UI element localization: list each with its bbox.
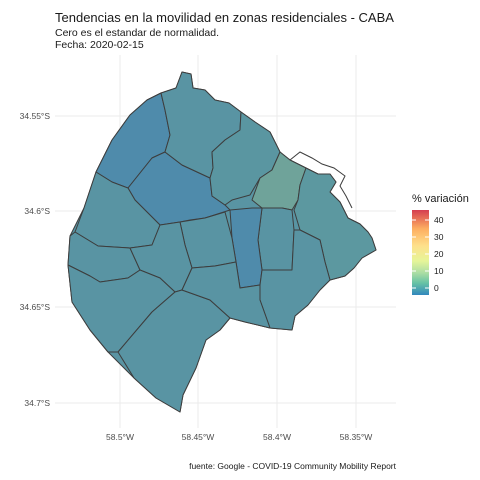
comuna-4-west: [181, 261, 271, 329]
x-tick-label: 58.45°W: [182, 432, 215, 442]
comuna-3: [257, 207, 295, 271]
caba-map: [67, 71, 377, 413]
y-tick-label: 34.6°S: [24, 206, 50, 216]
x-axis: 58.5°W 58.45°W 58.4°W 58.35°W: [106, 432, 372, 442]
port-outline: [289, 151, 353, 209]
legend: % variación 40 30 20 10 0: [412, 193, 469, 295]
legend-ticks: [412, 219, 429, 289]
legend-tick-label: 20: [434, 249, 444, 259]
x-tick-label: 58.4°W: [263, 432, 291, 442]
legend-tick-label: 40: [434, 215, 444, 225]
comuna-1: [293, 167, 377, 281]
map-date: Fecha: 2020-02-15: [55, 39, 144, 51]
comuna-14: [209, 111, 281, 206]
x-tick-label: 58.5°W: [106, 432, 134, 442]
map-title: Tendencias en la movilidad en zonas resi…: [55, 10, 394, 25]
y-tick-label: 34.7°S: [24, 398, 50, 408]
y-tick-label: 34.65°S: [20, 302, 51, 312]
legend-colorbar: [412, 210, 429, 295]
y-tick-label: 34.55°S: [20, 111, 51, 121]
map-subtitle: Cero es el estandar de normalidad.: [55, 27, 219, 39]
legend-tick-label: 30: [434, 232, 444, 242]
legend-title: % variación: [412, 193, 469, 205]
x-tick-label: 58.35°W: [340, 432, 373, 442]
comuna-8: [117, 289, 231, 413]
legend-tick-label: 10: [434, 266, 444, 276]
legend-tick-label: 0: [434, 283, 439, 293]
caption: fuente: Google - COVID-19 Community Mobi…: [189, 461, 397, 471]
y-axis: 34.55°S 34.6°S 34.65°S 34.7°S: [20, 111, 51, 408]
comuna-2: [251, 151, 307, 211]
